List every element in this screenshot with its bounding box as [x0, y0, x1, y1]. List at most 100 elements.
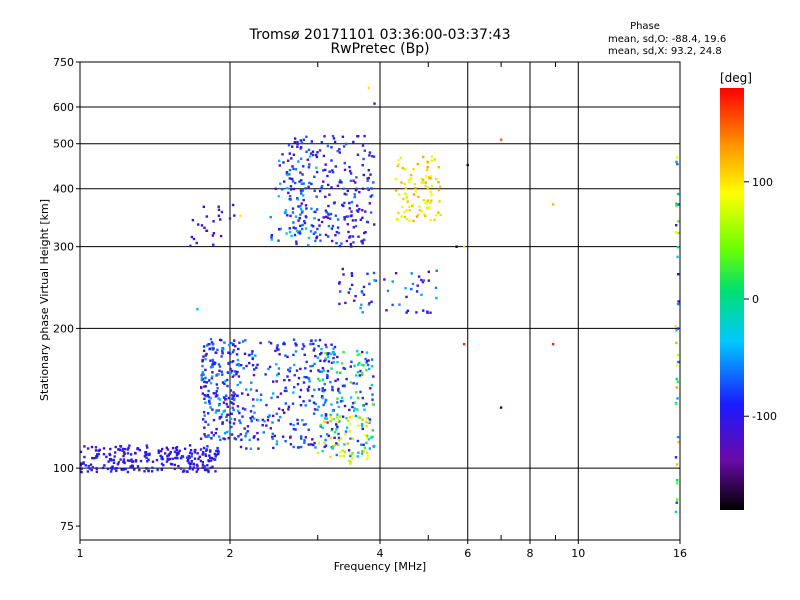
data-point [330, 146, 333, 149]
data-point [223, 382, 226, 385]
data-point [89, 463, 93, 466]
data-point [466, 163, 469, 167]
data-point [426, 166, 429, 169]
data-point [675, 463, 679, 466]
data-point [329, 217, 332, 220]
data-point [171, 463, 174, 466]
data-point [212, 347, 215, 350]
data-point [216, 348, 219, 351]
data-point [79, 464, 82, 467]
data-point [335, 423, 338, 426]
data-point [353, 409, 356, 413]
data-point [208, 379, 211, 382]
data-point [212, 361, 215, 364]
data-point [189, 449, 193, 452]
data-point [422, 198, 425, 202]
data-point [143, 455, 147, 458]
data-point [307, 385, 311, 388]
data-point [370, 187, 373, 190]
data-point [293, 363, 296, 367]
data-point [675, 341, 678, 345]
data-point [155, 458, 159, 462]
data-point [229, 371, 233, 375]
data-point [364, 210, 367, 213]
data-point [297, 219, 300, 222]
data-point [88, 467, 91, 470]
data-point [204, 385, 207, 388]
data-point [160, 457, 163, 460]
data-point [305, 150, 308, 153]
data-point [297, 376, 301, 380]
data-point [322, 403, 325, 407]
data-point [422, 309, 425, 312]
data-point [288, 230, 292, 234]
data-point [245, 388, 248, 391]
data-point [365, 420, 368, 424]
data-point [350, 415, 354, 418]
data-point [276, 344, 279, 347]
data-point [353, 364, 356, 367]
data-point [323, 445, 326, 449]
data-point [226, 378, 229, 382]
data-point [291, 207, 295, 210]
data-point [352, 179, 355, 182]
data-point [230, 412, 233, 415]
data-point [287, 191, 290, 195]
data-point [366, 454, 370, 457]
data-point [326, 421, 329, 424]
data-point [203, 426, 206, 429]
data-point [143, 470, 146, 473]
data-point [351, 402, 355, 405]
data-point [232, 394, 235, 398]
data-point [348, 287, 352, 291]
data-point [370, 365, 374, 368]
data-point [223, 341, 226, 344]
data-point [349, 381, 353, 384]
data-point [331, 388, 334, 391]
data-point [410, 272, 413, 275]
data-point [333, 444, 337, 447]
data-point [675, 386, 678, 389]
data-point [316, 356, 319, 359]
data-point [349, 454, 352, 458]
data-point [394, 177, 397, 181]
data-point [332, 445, 335, 448]
data-point [410, 173, 413, 177]
data-point [219, 234, 223, 238]
data-point [315, 235, 319, 238]
data-point [164, 452, 167, 455]
data-point [355, 391, 358, 394]
data-point [103, 464, 106, 467]
data-point [428, 206, 431, 209]
data-point [199, 437, 203, 440]
data-point [333, 345, 337, 349]
data-point [313, 175, 316, 178]
data-point [299, 139, 302, 142]
data-point [394, 272, 398, 275]
data-point [292, 221, 295, 224]
data-point [239, 445, 243, 449]
data-point [244, 435, 247, 438]
data-point [329, 415, 333, 419]
data-point [231, 369, 234, 373]
data-point [122, 454, 125, 458]
data-point [336, 413, 339, 416]
data-point [248, 361, 251, 365]
data-point [414, 190, 418, 193]
data-point [134, 460, 138, 463]
data-point [288, 197, 291, 201]
data-point [318, 370, 321, 373]
data-point [253, 411, 256, 414]
data-point [408, 180, 411, 183]
data-point [217, 208, 221, 211]
data-point [364, 357, 367, 361]
data-point [306, 158, 309, 161]
data-point [309, 369, 312, 373]
data-point [281, 435, 285, 438]
data-point [299, 171, 302, 174]
data-point [365, 441, 368, 444]
data-point [277, 195, 281, 198]
x-axis-label: Frequency [MHz] [334, 560, 426, 573]
data-point [211, 465, 214, 468]
data-point [312, 225, 315, 228]
